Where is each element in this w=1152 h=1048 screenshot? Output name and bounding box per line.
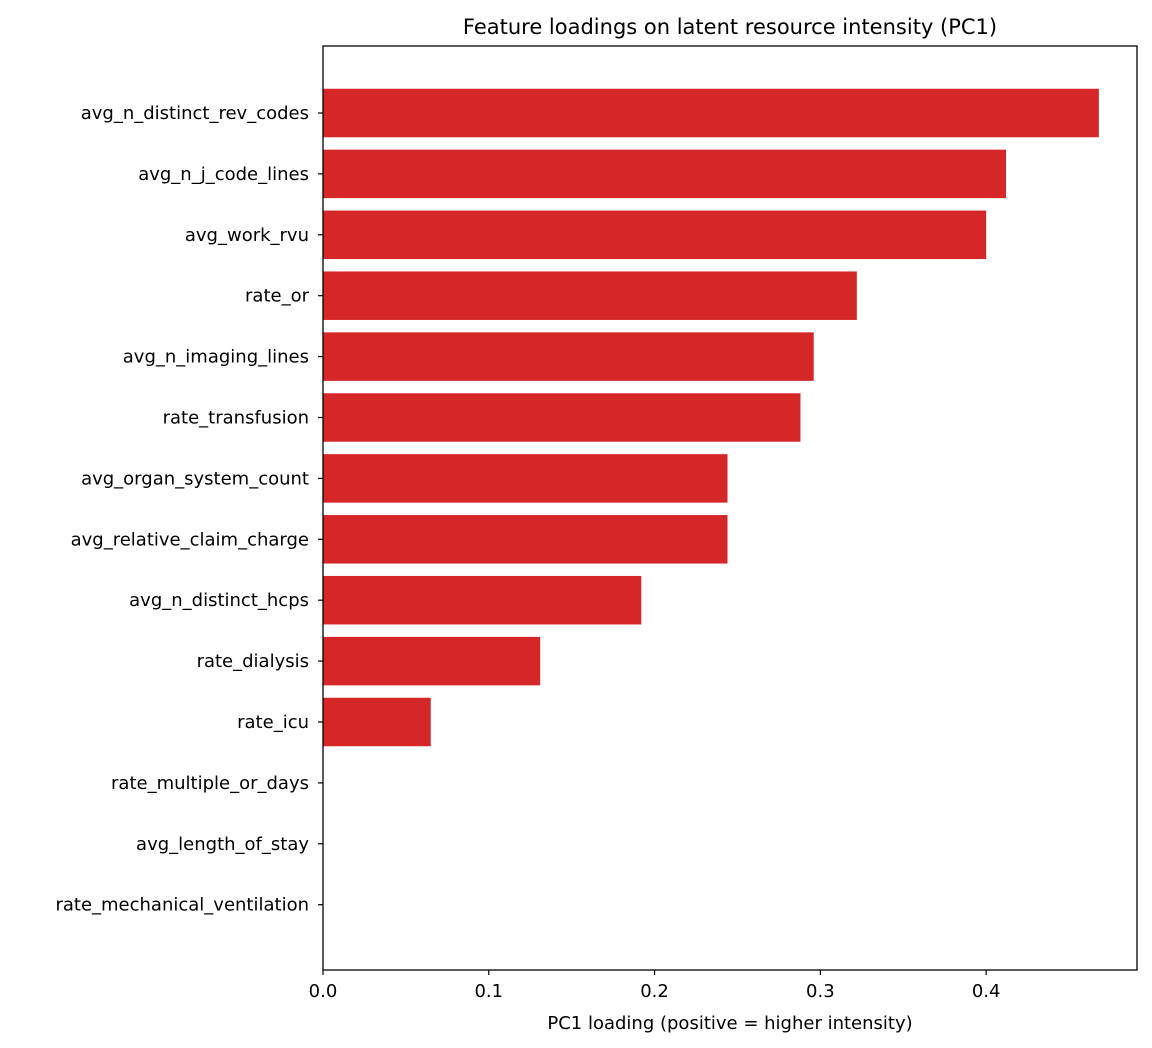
x-axis-label: PC1 loading (positive = higher intensity… [547, 1013, 912, 1034]
x-tick-label: 0.1 [474, 981, 503, 1002]
bar [323, 149, 1007, 199]
plot-frame [322, 45, 1138, 971]
x-tick-label: 0.4 [972, 981, 1001, 1002]
x-tick-label: 0.3 [806, 981, 835, 1002]
bar [323, 697, 431, 747]
bar [323, 454, 728, 503]
bar [323, 332, 814, 381]
y-tick-label: rate_dialysis [197, 651, 309, 672]
y-tick-label: avg_length_of_stay [136, 834, 309, 855]
bar [323, 271, 857, 320]
x-tick-label: 0.2 [640, 981, 669, 1002]
y-tick-label: rate_transfusion [163, 408, 309, 429]
y-tick-label: avg_n_j_code_lines [138, 164, 309, 185]
bar [323, 636, 541, 686]
y-tick-label: avg_n_distinct_hcps [129, 590, 309, 611]
chart-title: Feature loadings on latent resource inte… [463, 15, 997, 39]
y-tick-label: rate_or [245, 286, 310, 307]
bar [323, 393, 801, 442]
bar [323, 515, 728, 564]
bar [323, 88, 1099, 138]
y-tick-label: avg_relative_claim_charge [71, 529, 309, 550]
y-tick-label: rate_mechanical_ventilation [55, 895, 309, 916]
x-tick-label: 0.0 [309, 981, 338, 1002]
y-tick-label: rate_icu [237, 712, 309, 733]
y-tick-label: avg_n_imaging_lines [123, 347, 309, 368]
y-tick-label: avg_organ_system_count [81, 468, 309, 489]
bar [323, 210, 987, 260]
y-tick-label: avg_work_rvu [185, 225, 309, 246]
bar [323, 575, 642, 625]
y-tick-label: rate_multiple_or_days [111, 773, 309, 794]
y-tick-label: avg_n_distinct_rev_codes [81, 103, 309, 124]
